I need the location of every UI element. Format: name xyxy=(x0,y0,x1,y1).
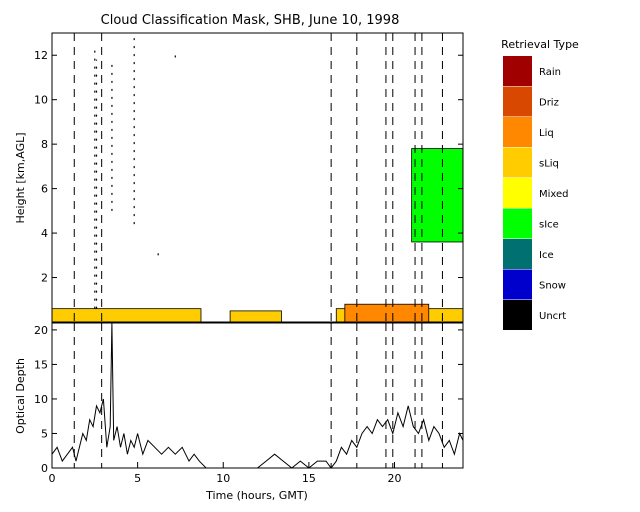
mask-y-ticks: 2 4 6 8 10 12 xyxy=(34,49,463,285)
x-tick-label: 0 xyxy=(49,472,56,485)
optical-depth-y-tick-label: 5 xyxy=(41,427,48,440)
legend-label-snow: Snow xyxy=(539,281,566,292)
legend-label-liq: Liq xyxy=(539,128,554,139)
mask-y-tick-label: 2 xyxy=(41,272,48,285)
legend-swatch-rain xyxy=(503,56,532,86)
mask-region-sliq xyxy=(229,310,282,323)
mask-y-tick-label: 10 xyxy=(34,94,48,107)
mask-plot-frame xyxy=(51,32,464,323)
chart-title: Cloud Classification Mask, SHB, June 10,… xyxy=(101,13,400,28)
mask-regions xyxy=(51,148,464,323)
legend-swatch-ice xyxy=(503,239,532,269)
legend-label-uncrt: Uncrt xyxy=(539,311,566,322)
legend-swatch-uncrt xyxy=(503,300,532,330)
optical-depth-y-tick-label: 20 xyxy=(34,324,48,337)
legend-label-sliq: sLiq xyxy=(539,159,559,170)
optical-depth-ticks: 0 5 10 15 20 0 5 10 15 20 xyxy=(34,324,463,485)
legend-swatch-sliq xyxy=(503,147,532,178)
legend-swatch-driz xyxy=(503,86,532,117)
optical-depth-y-label: Optical Depth xyxy=(14,358,27,434)
mask-y-tick-label: 4 xyxy=(41,227,48,240)
mask-y-tick-label: 8 xyxy=(41,138,48,151)
legend-label-sice: sIce xyxy=(539,220,559,231)
legend-swatch-sice xyxy=(503,208,532,239)
mask-time-markers xyxy=(73,33,443,322)
optical-depth-y-tick-label: 10 xyxy=(34,393,48,406)
mask-y-label: Height [km,AGL] xyxy=(14,132,27,223)
x-tick-label: 20 xyxy=(388,472,402,485)
legend-swatch-mixed xyxy=(503,178,532,208)
legend-swatch-liq xyxy=(503,117,532,147)
optical-depth-y-tick-label: 15 xyxy=(34,358,48,371)
legend-swatch-snow xyxy=(503,269,532,300)
optical-depth-panel: 0 5 10 15 20 0 5 10 15 20 Optical Depth Time (hou… xyxy=(14,322,464,502)
mask-region-sice xyxy=(411,148,464,243)
optical-depth-plot-frame xyxy=(51,322,464,469)
legend-label-driz: Driz xyxy=(539,98,559,109)
x-tick-label: 15 xyxy=(302,472,316,485)
legend-title: Retrieval Type xyxy=(501,38,579,51)
x-tick-label: 10 xyxy=(216,472,230,485)
optical-depth-time-markers xyxy=(73,323,443,468)
optical-depth-y-tick-label: 0 xyxy=(41,462,48,475)
x-axis-label: Time (hours, GMT) xyxy=(205,489,308,502)
mask-region-liq xyxy=(344,303,430,323)
mask-sparse-columns xyxy=(94,37,176,309)
mask-y-tick-label: 12 xyxy=(34,49,48,62)
mask-panel: 2 4 6 8 10 12 Height [km,AGL] xyxy=(14,32,464,323)
legend: Retrieval Type Rain Driz Liq sLiq Mixed sIce I… xyxy=(501,38,579,330)
x-tick-label: 5 xyxy=(134,472,141,485)
legend-label-mixed: Mixed xyxy=(539,189,569,200)
legend-label-ice: Ice xyxy=(539,250,554,261)
optical-depth-series-line xyxy=(51,322,464,469)
mask-y-tick-label: 6 xyxy=(41,183,48,196)
legend-items: Rain Driz Liq sLiq Mixed sIce Ice Snow Uncrt xyxy=(503,56,569,330)
legend-label-rain: Rain xyxy=(539,67,561,78)
